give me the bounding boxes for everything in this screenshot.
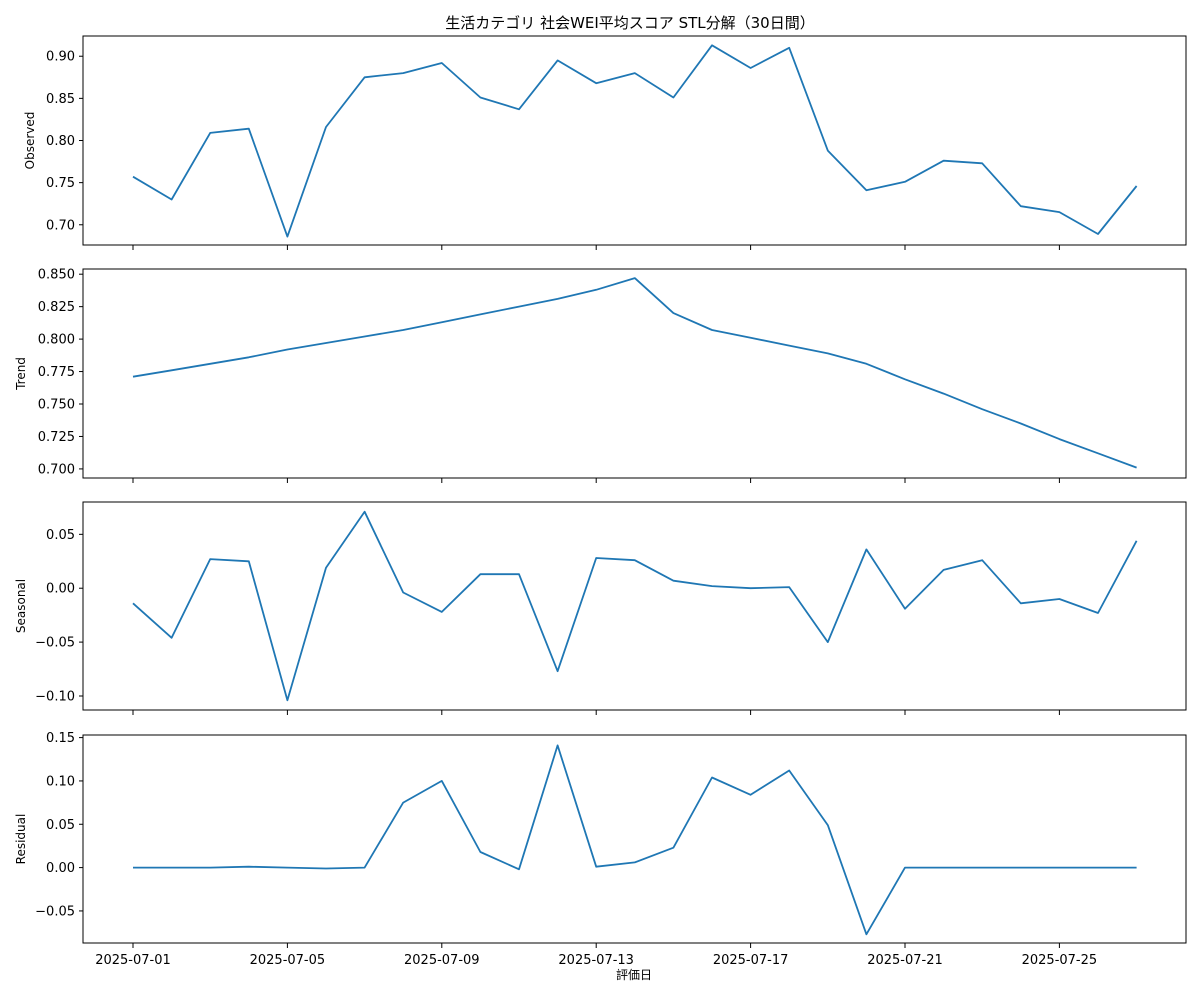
y-tick-label: 0.80 <box>46 134 75 149</box>
y-tick-label: 0.85 <box>46 92 75 107</box>
y-tick-label: 0.10 <box>46 774 75 789</box>
chart-title: 生活カテゴリ 社会WEI平均スコア STL分解（30日間） <box>445 14 815 32</box>
panel-trend: 0.700 0.725 0.750 0.775 0.800 0.825 0.850 Trend <box>14 268 1187 483</box>
x-tick-label: 2025-07-25 <box>1022 953 1098 968</box>
panel-residual: −0.05 0.00 0.05 0.10 0.15 2025-07-01 2025-07-0… <box>14 731 1187 968</box>
panel-seasonal: −0.10 −0.05 0.00 0.05 Seasonal <box>14 501 1187 715</box>
y-tick-label: 0.800 <box>38 333 75 348</box>
x-axis-label: 評価日 <box>615 968 652 982</box>
y-tick-label: 0.700 <box>38 462 75 477</box>
axes-frame <box>82 734 1187 944</box>
y-tick-label: 0.05 <box>46 818 75 833</box>
y-axis-label: Seasonal <box>14 579 28 633</box>
y-tick-label: −0.10 <box>35 689 75 704</box>
series-line-trend <box>132 277 1137 469</box>
axes-frame <box>82 35 1187 246</box>
y-tick-label: 0.00 <box>46 861 75 876</box>
y-tick-label: 0.825 <box>38 300 75 315</box>
y-axis-label: Observed <box>23 112 37 170</box>
x-tick-label: 2025-07-13 <box>558 953 634 968</box>
series-line-residual <box>133 744 1137 936</box>
y-tick-label: 0.15 <box>46 731 75 746</box>
y-tick-label: 0.70 <box>46 218 75 233</box>
y-tick-label: 0.90 <box>46 50 75 65</box>
x-tick-label: 2025-07-05 <box>250 953 326 968</box>
y-tick-label: 0.725 <box>38 430 75 445</box>
series-line-observed <box>132 44 1138 238</box>
y-tick-label: −0.05 <box>35 636 75 651</box>
axes-frame <box>82 268 1187 479</box>
x-tick-label: 2025-07-17 <box>713 953 789 968</box>
axes-frame <box>82 501 1187 711</box>
panel-observed: 0.70 0.75 0.80 0.85 0.90 Observed <box>23 35 1187 250</box>
x-tick-label: 2025-07-09 <box>404 953 480 968</box>
y-tick-label: 0.775 <box>38 365 75 380</box>
y-tick-label: 0.05 <box>46 528 75 543</box>
y-tick-label: 0.00 <box>46 582 75 597</box>
x-tick-label: 2025-07-21 <box>867 953 943 968</box>
y-tick-label: 0.75 <box>46 176 75 191</box>
y-tick-label: 0.850 <box>38 268 75 283</box>
y-tick-label: 0.750 <box>38 398 75 413</box>
y-axis-label: Trend <box>14 357 28 391</box>
series-line-seasonal <box>132 510 1138 702</box>
x-tick-label: 2025-07-01 <box>95 953 171 968</box>
y-axis-label: Residual <box>14 814 28 865</box>
y-tick-label: −0.05 <box>35 904 75 919</box>
